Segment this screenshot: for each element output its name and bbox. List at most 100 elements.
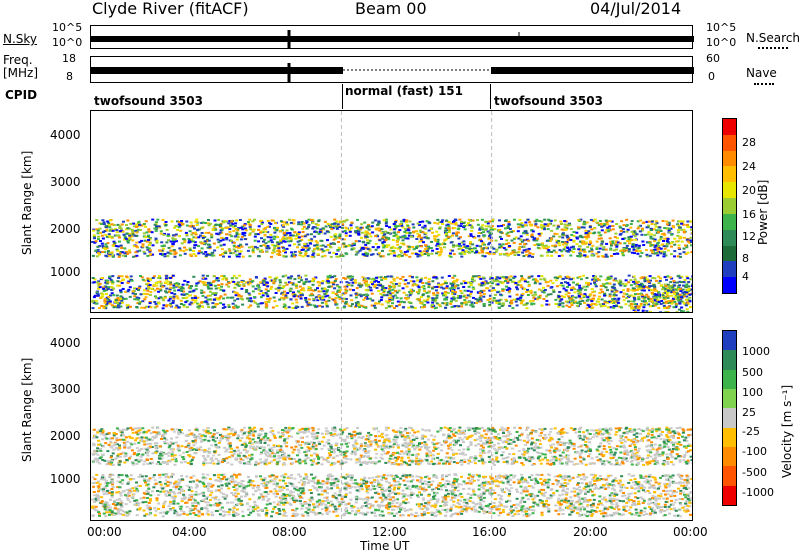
heatmap-cell <box>466 294 470 297</box>
heatmap-cell <box>392 234 396 237</box>
heatmap-cell <box>334 278 338 281</box>
heatmap-cell <box>472 279 476 282</box>
heatmap-cell <box>531 230 535 233</box>
heatmap-cell <box>371 253 375 256</box>
heatmap-cell <box>589 218 593 221</box>
heatmap-cell <box>521 463 525 466</box>
heatmap-cell <box>626 289 630 292</box>
heatmap-cell <box>235 283 239 286</box>
heatmap-cell <box>492 297 496 299</box>
heatmap-cell <box>389 228 393 231</box>
heatmap-cell <box>469 282 473 285</box>
heatmap-cell <box>545 449 549 452</box>
heatmap-cell <box>457 224 461 227</box>
heatmap-cell <box>685 283 689 286</box>
heatmap-cell <box>682 230 686 233</box>
heatmap-cell <box>339 453 343 456</box>
heatmap-cell <box>579 293 583 296</box>
heatmap-cell <box>94 452 98 455</box>
heatmap-cell <box>324 300 328 303</box>
heatmap-cell <box>595 221 599 224</box>
heatmap-cell <box>343 238 346 241</box>
heatmap-cell <box>501 276 505 278</box>
heatmap-cell <box>604 286 608 289</box>
heatmap-cell <box>392 250 396 253</box>
heatmap-cell <box>249 300 253 303</box>
heatmap-cell <box>162 244 166 247</box>
heatmap-cell <box>381 277 385 280</box>
heatmap-cell <box>355 250 359 253</box>
heatmap-cell <box>454 280 458 283</box>
heatmap-cell <box>378 283 382 286</box>
heatmap-cell <box>589 304 592 306</box>
heatmap-cell <box>265 304 269 307</box>
heatmap-cell <box>603 223 607 226</box>
heatmap-cell <box>648 282 652 285</box>
heatmap-cell <box>497 230 501 233</box>
heatmap-cell <box>286 223 290 226</box>
heatmap-cell <box>630 305 634 308</box>
heatmap-cell <box>657 435 661 438</box>
heatmap-cell <box>525 238 529 241</box>
heatmap-cell <box>306 446 310 449</box>
heatmap-cell <box>146 289 150 292</box>
heatmap-cell <box>554 244 558 247</box>
heatmap-cell <box>227 433 231 436</box>
heatmap-cell <box>567 276 571 279</box>
heatmap-cell <box>185 233 189 236</box>
heatmap-cell <box>635 285 639 288</box>
heatmap-cell <box>317 290 321 293</box>
heatmap-cell <box>584 241 588 244</box>
heatmap-cell <box>660 300 664 302</box>
heatmap-cell <box>686 301 690 304</box>
heatmap-cell <box>584 229 588 232</box>
heatmap-cell <box>538 234 542 237</box>
heatmap-cell <box>101 244 105 247</box>
heatmap-cell <box>451 276 455 279</box>
heatmap-cell <box>384 220 388 223</box>
heatmap-cell <box>645 226 649 229</box>
heatmap-cell <box>481 460 485 463</box>
heatmap-cell <box>579 248 582 251</box>
heatmap-cell <box>513 237 516 240</box>
heatmap-cell <box>290 228 294 231</box>
heatmap-cell <box>135 223 138 226</box>
heatmap-cell <box>452 221 455 223</box>
heatmap-cell <box>353 242 357 245</box>
heatmap-cell <box>189 460 193 463</box>
heatmap-cell <box>100 305 104 307</box>
heatmap-cell <box>450 286 454 289</box>
heatmap-cell <box>641 285 644 288</box>
heatmap-cell <box>218 461 222 464</box>
heatmap-cell <box>278 230 282 233</box>
heatmap-cell <box>158 275 161 278</box>
heatmap-cell <box>408 459 412 462</box>
heatmap-cell <box>468 251 471 254</box>
heatmap-cell <box>543 218 547 221</box>
heatmap-cell <box>361 276 365 279</box>
heatmap-cell <box>368 239 372 242</box>
heatmap-cell <box>338 290 342 293</box>
heatmap-cell <box>284 307 288 310</box>
heatmap-cell <box>653 286 657 289</box>
heatmap-cell <box>632 280 636 283</box>
heatmap-cell <box>552 224 556 227</box>
cpid-mode-3: twofsound 3503 <box>494 94 603 108</box>
heatmap-cell <box>560 298 564 301</box>
heatmap-cell <box>365 233 369 236</box>
heatmap-cell <box>100 295 104 298</box>
heatmap-cell <box>336 290 340 293</box>
heatmap-cell <box>552 249 556 252</box>
heatmap-cell <box>407 306 411 309</box>
heatmap-cell <box>290 275 294 278</box>
heatmap-cell <box>282 250 285 252</box>
heatmap-cell <box>202 277 206 280</box>
heatmap-cell <box>427 229 431 232</box>
heatmap-cell <box>348 432 351 435</box>
heatmap-cell <box>415 247 418 250</box>
heatmap-cell <box>394 289 397 292</box>
heatmap-cell <box>486 252 490 254</box>
heatmap-cell <box>326 280 330 283</box>
heatmap-cell <box>222 221 226 224</box>
heatmap-cell <box>190 285 193 288</box>
